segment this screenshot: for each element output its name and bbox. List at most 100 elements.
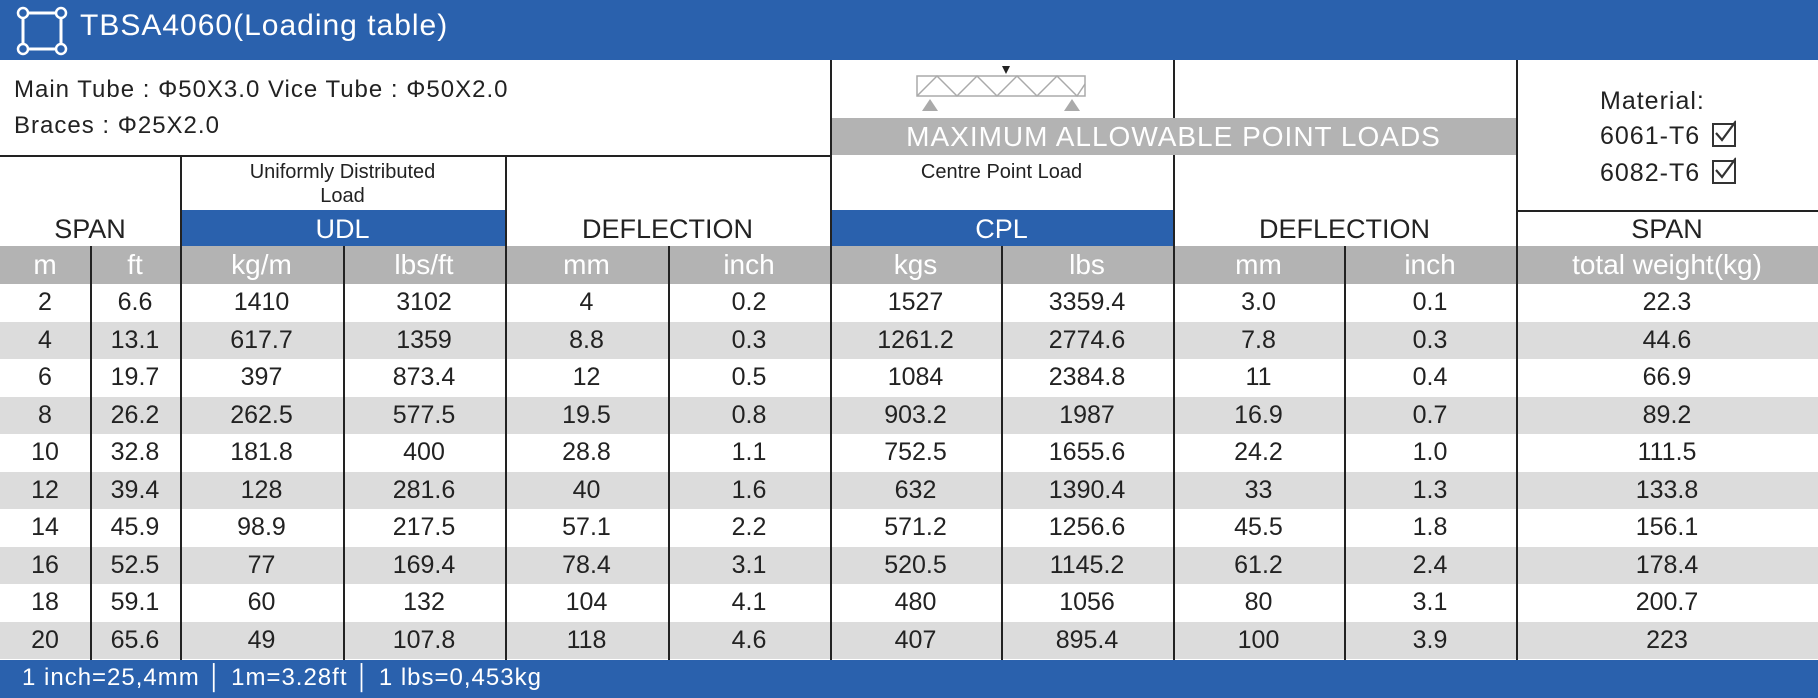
table-cell: 520.5 [884,550,947,579]
unit-label: mm [1235,249,1282,280]
table-cell: 1987 [1059,400,1115,429]
table-cell: 52.5 [110,550,160,579]
table-cell: 44.6 [1642,325,1692,354]
table-cell: 128 [240,475,283,504]
table-cell: 59.1 [110,588,160,616]
table-cell: 16 [31,550,59,579]
table-cell: 98.9 [237,513,286,541]
table-cell: 61.2 [1234,550,1283,579]
table-cell: 33 [1244,475,1273,504]
table-cell: 3102 [396,288,452,316]
title-bar: TBSA4060(Loading table) [0,0,1818,60]
table-row: 18 59.1 60 132 104 4.1 480 1056 80 3.1 200.7 [0,584,1818,622]
table-cell: 2774.6 [1048,325,1126,354]
table-cell: 107.8 [392,625,456,654]
material-label: Material: [1600,87,1705,115]
unit-label: kg/m [231,249,292,280]
table-cell: 7.8 [1241,325,1276,354]
table-cell: 903.2 [884,400,947,429]
unit-row [0,246,1818,284]
table-cell: 12 [572,363,601,391]
divider [830,60,832,660]
unit-label: ft [127,249,143,280]
table-cell: 262.5 [230,400,293,429]
table-cell: 1.6 [731,475,767,504]
table-cell: 217.5 [392,513,456,541]
table-cell: 2.2 [731,513,767,541]
table-row: 8 26.2 262.5 577.5 19.5 0.8 903.2 1987 16.9 0.7 89… [0,396,1818,434]
table-cell: 77 [247,550,276,579]
table-cell: 752.5 [884,438,947,466]
table-cell: 104 [565,588,608,616]
table-cell: 26.2 [110,400,160,429]
table-cell: 4 [579,288,594,316]
table-cell: 1145.2 [1049,550,1125,579]
unit-label: lbs [1069,249,1105,280]
table-cell: 10 [31,438,59,466]
table-cell: 49 [247,625,276,654]
table-cell: 200.7 [1635,588,1699,616]
point-load-diagram [916,66,1086,111]
table-cell: 32.8 [110,438,160,466]
table-cell: 18 [31,588,59,616]
table-cell: 1527 [887,288,944,316]
table-cell: 873.4 [392,363,456,391]
udl-header: UDL [180,210,505,248]
truss-square-icon [16,6,68,56]
table-cell: 3.0 [1241,288,1276,316]
table-cell: 1.1 [731,438,767,466]
table-cell: 4.1 [731,588,767,616]
unit-label: m [33,249,57,280]
table-cell: 1.3 [1412,475,1448,504]
table-cell: 132 [403,588,445,616]
checkbox-checked-icon [1712,120,1737,147]
divider [0,155,831,157]
table-cell: 19.5 [562,400,611,429]
table-cell: 1359 [396,325,452,354]
unit-label: inch [1404,249,1456,280]
table-cell: 0.3 [1412,325,1448,354]
table-cell: 8.8 [569,325,604,354]
table-cell: 577.5 [392,400,456,429]
table-cell: 181.8 [230,438,293,466]
table-cell: 66.9 [1642,363,1692,391]
table-cell: 571.2 [884,513,947,541]
table-cell: 65.6 [110,625,160,654]
table-cell: 3.9 [1412,625,1448,654]
table-cell: 133.8 [1635,475,1699,504]
table-cell: 28.8 [562,438,611,466]
cpl-description: Centre Point Load [920,161,1083,183]
divider [343,246,345,660]
unit-label: mm [563,249,610,280]
table-cell: 1084 [887,363,944,391]
material-option-6061: 6061-T6 [1600,120,1737,151]
table-cell: 89.2 [1642,400,1692,429]
table-cell: 3359.4 [1048,288,1126,316]
table-cell: 19.7 [110,363,160,391]
table-cell: 111.5 [1637,438,1697,466]
divider [1516,210,1818,212]
conversion-footer: 1 inch=25,4mm │ 1m=3.28ft │ 1 lbs=0,453k… [0,660,1818,698]
divider [1173,155,1175,660]
table-row: 12 39.4 128 281.6 40 1.6 632 1390.4 33 1.3 133.8 [0,471,1818,509]
table-cell: 39.4 [110,475,160,504]
conversion-text: 1 inch=25,4mm │ 1m=3.28ft │ 1 lbs=0,453k… [22,664,542,691]
table-cell: 40 [572,475,601,504]
page-title: TBSA4060(Loading table) [80,9,449,42]
udl-description: Uniformly Distributed Load [249,161,436,207]
table-cell: 80 [1244,588,1273,616]
unit-label: total weight(kg) [1572,249,1762,280]
table-cell: 22.3 [1642,288,1692,316]
spec-line-2: Braces : Φ25X2.0 [14,112,220,139]
spec-line-1: Main Tube : Φ50X3.0 Vice Tube : Φ50X2.0 [14,76,509,103]
cpl-header: CPL [830,210,1173,248]
unit-label: lbs/ft [394,249,454,280]
table-cell: 2.4 [1412,550,1448,579]
divider [180,155,182,660]
table-cell: 100 [1237,625,1280,654]
divider [90,246,92,660]
table-cell: 16.9 [1234,400,1283,429]
divider [505,155,507,660]
table-cell: 397 [240,363,283,391]
table-cell: 0.7 [1412,400,1448,429]
